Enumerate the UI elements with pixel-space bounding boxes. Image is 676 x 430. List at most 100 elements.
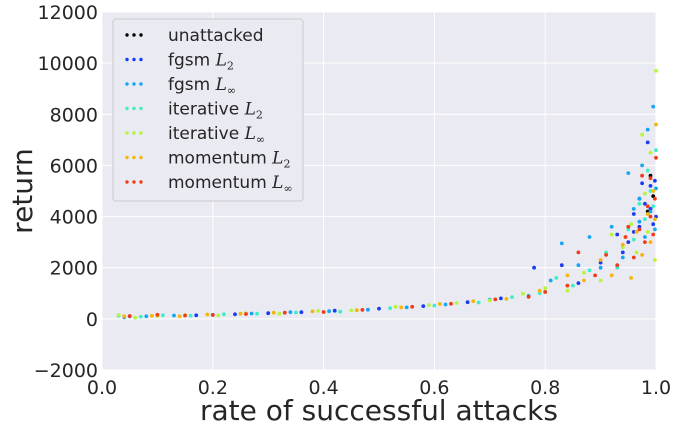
data-point (338, 309, 343, 314)
data-point (626, 240, 631, 245)
data-point (576, 263, 581, 268)
data-point (210, 313, 215, 317)
data-point (640, 173, 644, 178)
data-point (493, 297, 498, 302)
data-point (571, 283, 575, 288)
data-point (651, 232, 656, 237)
data-point (465, 300, 470, 305)
data-point (349, 308, 354, 313)
data-point (565, 273, 570, 278)
data-point (127, 314, 132, 318)
data-point (654, 186, 658, 191)
legend-marker (139, 82, 143, 86)
data-point (620, 250, 625, 255)
data-point (532, 265, 536, 270)
x-axis-title: rate of successful attacks (200, 394, 558, 427)
legend-label: momentum L∞ (168, 173, 293, 195)
data-point (620, 242, 625, 247)
data-point (393, 304, 398, 309)
data-point (582, 270, 586, 275)
data-point (576, 281, 581, 285)
legend-label-subscript: 2 (227, 60, 234, 73)
legend-marker (139, 155, 143, 160)
data-point (354, 308, 359, 313)
x-tick-label: 0.8 (530, 377, 560, 399)
data-point (615, 232, 620, 237)
data-point (637, 227, 642, 232)
data-point (626, 171, 631, 176)
legend-marker (125, 57, 129, 62)
data-point (133, 315, 138, 320)
data-point (443, 302, 448, 307)
data-point (410, 304, 415, 309)
data-point (645, 140, 650, 145)
data-point (598, 278, 603, 283)
data-point (299, 310, 304, 315)
x-tick-label: 0.6 (419, 377, 449, 399)
data-point (543, 290, 548, 294)
data-point (177, 314, 182, 319)
legend-label-math: L (244, 124, 256, 144)
legend-marker (132, 57, 136, 62)
data-point (640, 181, 644, 186)
data-point (620, 255, 625, 260)
data-point (288, 310, 293, 315)
data-point (645, 127, 650, 132)
legend-label-text: momentum (168, 149, 272, 169)
legend-label: fgsm L∞ (168, 75, 236, 97)
legend-marker (132, 131, 136, 135)
data-point (183, 313, 188, 318)
data-point (194, 313, 199, 318)
data-point (565, 288, 570, 293)
data-point (623, 235, 628, 239)
legend-label-text: iterative (168, 100, 245, 120)
data-point (648, 214, 653, 219)
data-point (432, 303, 437, 308)
y-tick-label: 8000 (50, 104, 98, 126)
data-point (216, 313, 221, 318)
data-point (537, 288, 542, 293)
data-point (521, 291, 525, 296)
data-point (654, 148, 658, 153)
legend-label-subscript: ∞ (256, 133, 265, 146)
data-point (609, 232, 614, 237)
data-points (116, 68, 658, 320)
legend-label-text: momentum (168, 173, 272, 193)
legend-label-math: L (271, 173, 283, 193)
data-point (643, 217, 647, 222)
data-point (640, 132, 644, 137)
data-point (487, 298, 492, 303)
data-point (271, 310, 276, 315)
data-point (559, 241, 564, 246)
data-point (634, 250, 639, 255)
legend-label-subscript: 2 (256, 109, 263, 122)
legend-marker (132, 82, 136, 86)
legend-marker (139, 57, 143, 62)
data-point (233, 312, 237, 317)
data-point (598, 260, 603, 265)
data-point (626, 224, 631, 229)
legend-marker (139, 33, 143, 37)
data-point (377, 306, 381, 311)
data-point (244, 312, 248, 316)
data-point (294, 310, 298, 315)
legend-marker (132, 106, 136, 111)
legend-marker (132, 155, 136, 160)
y-tick-labels: −2000 0 2000 4000 6000 8000 10000 12000 (34, 2, 98, 382)
data-point (645, 204, 650, 209)
data-point (576, 250, 581, 255)
x-tick-labels: 0.0 0.2 0.4 0.6 0.8 1.0 (87, 377, 671, 399)
legend-label-math: L (215, 75, 227, 95)
data-point (116, 313, 121, 317)
legend-label: momentum L2 (168, 149, 290, 171)
data-point (598, 258, 603, 262)
data-point (637, 201, 642, 206)
legend-label-math: L (215, 51, 227, 71)
data-point (222, 312, 226, 317)
data-point (454, 301, 459, 305)
y-axis-title: return (6, 148, 39, 234)
data-point (643, 201, 647, 206)
data-point (310, 309, 315, 314)
legend-label: iterative L∞ (168, 124, 265, 146)
